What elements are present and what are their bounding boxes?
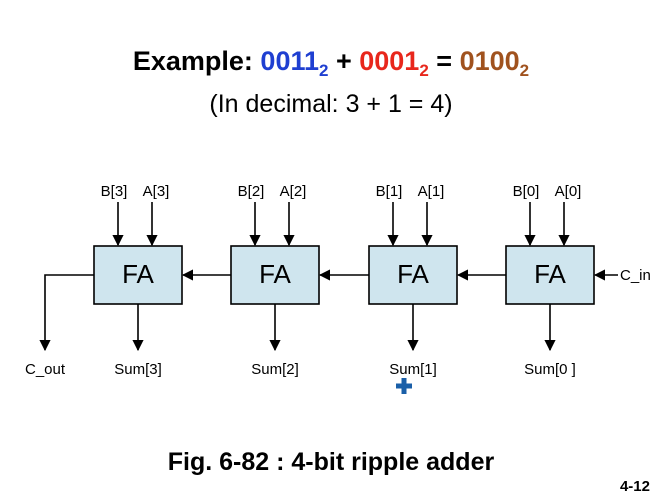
sum-output-label: Sum[2]: [251, 361, 299, 378]
carry-in-label: C_in: [620, 267, 651, 284]
a-input-label: A[3]: [143, 183, 170, 200]
ripple-adder-diagram: FA FA FA FA B[3] A[3] Sum[3] B[2] A[2] Sum[2] B[1…: [25, 183, 651, 378]
sum-output-label: Sum[3]: [114, 361, 162, 378]
full-adder-2: [368, 245, 458, 305]
example-title: Example: 00112 + 00012 = 01002: [0, 46, 662, 80]
carry-out-arrow: [39, 274, 94, 352]
result-value: 01002: [459, 46, 530, 80]
full-adder-label: FA: [397, 259, 429, 289]
a-input-label: A[1]: [418, 183, 445, 200]
figure-caption: Fig. 6-82 : 4-bit ripple adder: [167, 448, 495, 476]
decimal-subtitle: (In decimal: 3 + 1 = 4): [209, 90, 453, 118]
full-adder-label: FA: [534, 259, 566, 289]
b-input-label: B[0]: [513, 183, 540, 200]
plus-sign: +: [328, 46, 360, 76]
sum-output-label: Sum[0 ]: [524, 361, 576, 378]
move-cursor-icon: [396, 378, 412, 394]
b-input-label: B[3]: [101, 183, 128, 200]
full-adder-1: [230, 245, 320, 305]
a-input-label: A[0]: [555, 183, 582, 200]
b-input-label: B[1]: [376, 183, 403, 200]
operand-a: 00112: [260, 46, 329, 80]
page-number: 4-12: [619, 478, 650, 495]
a-input-label: A[2]: [280, 183, 307, 200]
title-prefix: Example:: [132, 46, 261, 76]
sum-output-label: Sum[1]: [389, 361, 437, 378]
equals-sign: =: [428, 46, 460, 76]
b-input-label: B[2]: [238, 183, 265, 200]
full-adder-label: FA: [259, 259, 291, 289]
operand-b: 00012: [359, 46, 429, 80]
full-adder-label: FA: [122, 259, 154, 289]
carry-out-label: C_out: [25, 361, 66, 378]
